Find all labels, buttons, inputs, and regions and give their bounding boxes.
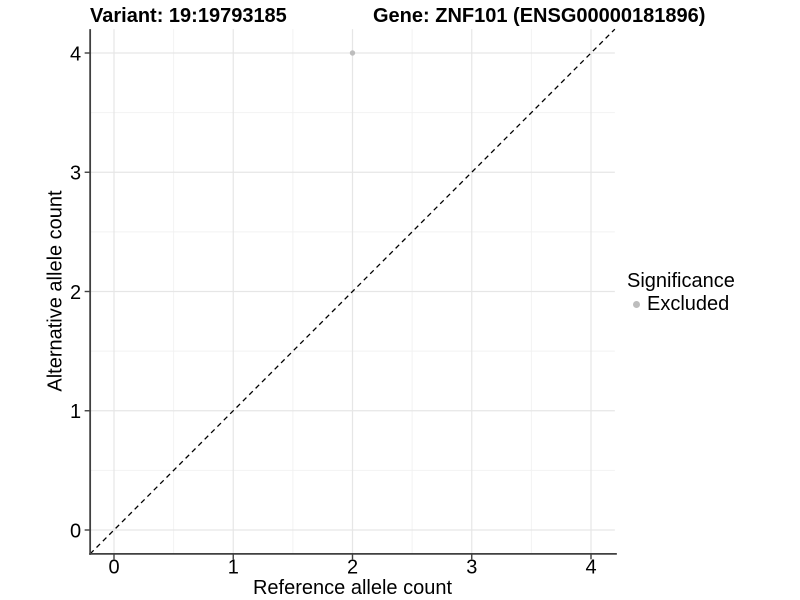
y-tick-label: 3: [70, 163, 81, 185]
y-axis-title: Alternative allele count: [44, 190, 67, 392]
x-tick-label: 0: [108, 556, 119, 578]
x-tick-label: 4: [585, 556, 596, 578]
x-tick-label: 1: [228, 556, 239, 578]
legend-item-excluded: Excluded: [627, 293, 735, 315]
identity-line: [89, 28, 616, 555]
y-tick-label: 1: [70, 401, 81, 423]
plot-title-gene: Gene: ZNF101 (ENSG00000181896): [373, 5, 706, 27]
x-tick-label: 2: [347, 556, 358, 578]
legend-title: Significance: [627, 270, 735, 292]
legend-point-icon: [633, 300, 640, 308]
x-axis-title: Reference allele count: [252, 577, 452, 599]
y-tick-label: 4: [70, 43, 81, 65]
legend-item-label: Excluded: [647, 292, 730, 315]
y-tick-label: 2: [70, 282, 81, 304]
data-point: [349, 50, 356, 56]
y-tick-label: 0: [70, 520, 81, 542]
plot-title-variant: Variant: 19:19793185: [90, 5, 287, 27]
legend: Significance Excluded: [627, 270, 735, 315]
x-tick-label: 3: [466, 556, 477, 578]
